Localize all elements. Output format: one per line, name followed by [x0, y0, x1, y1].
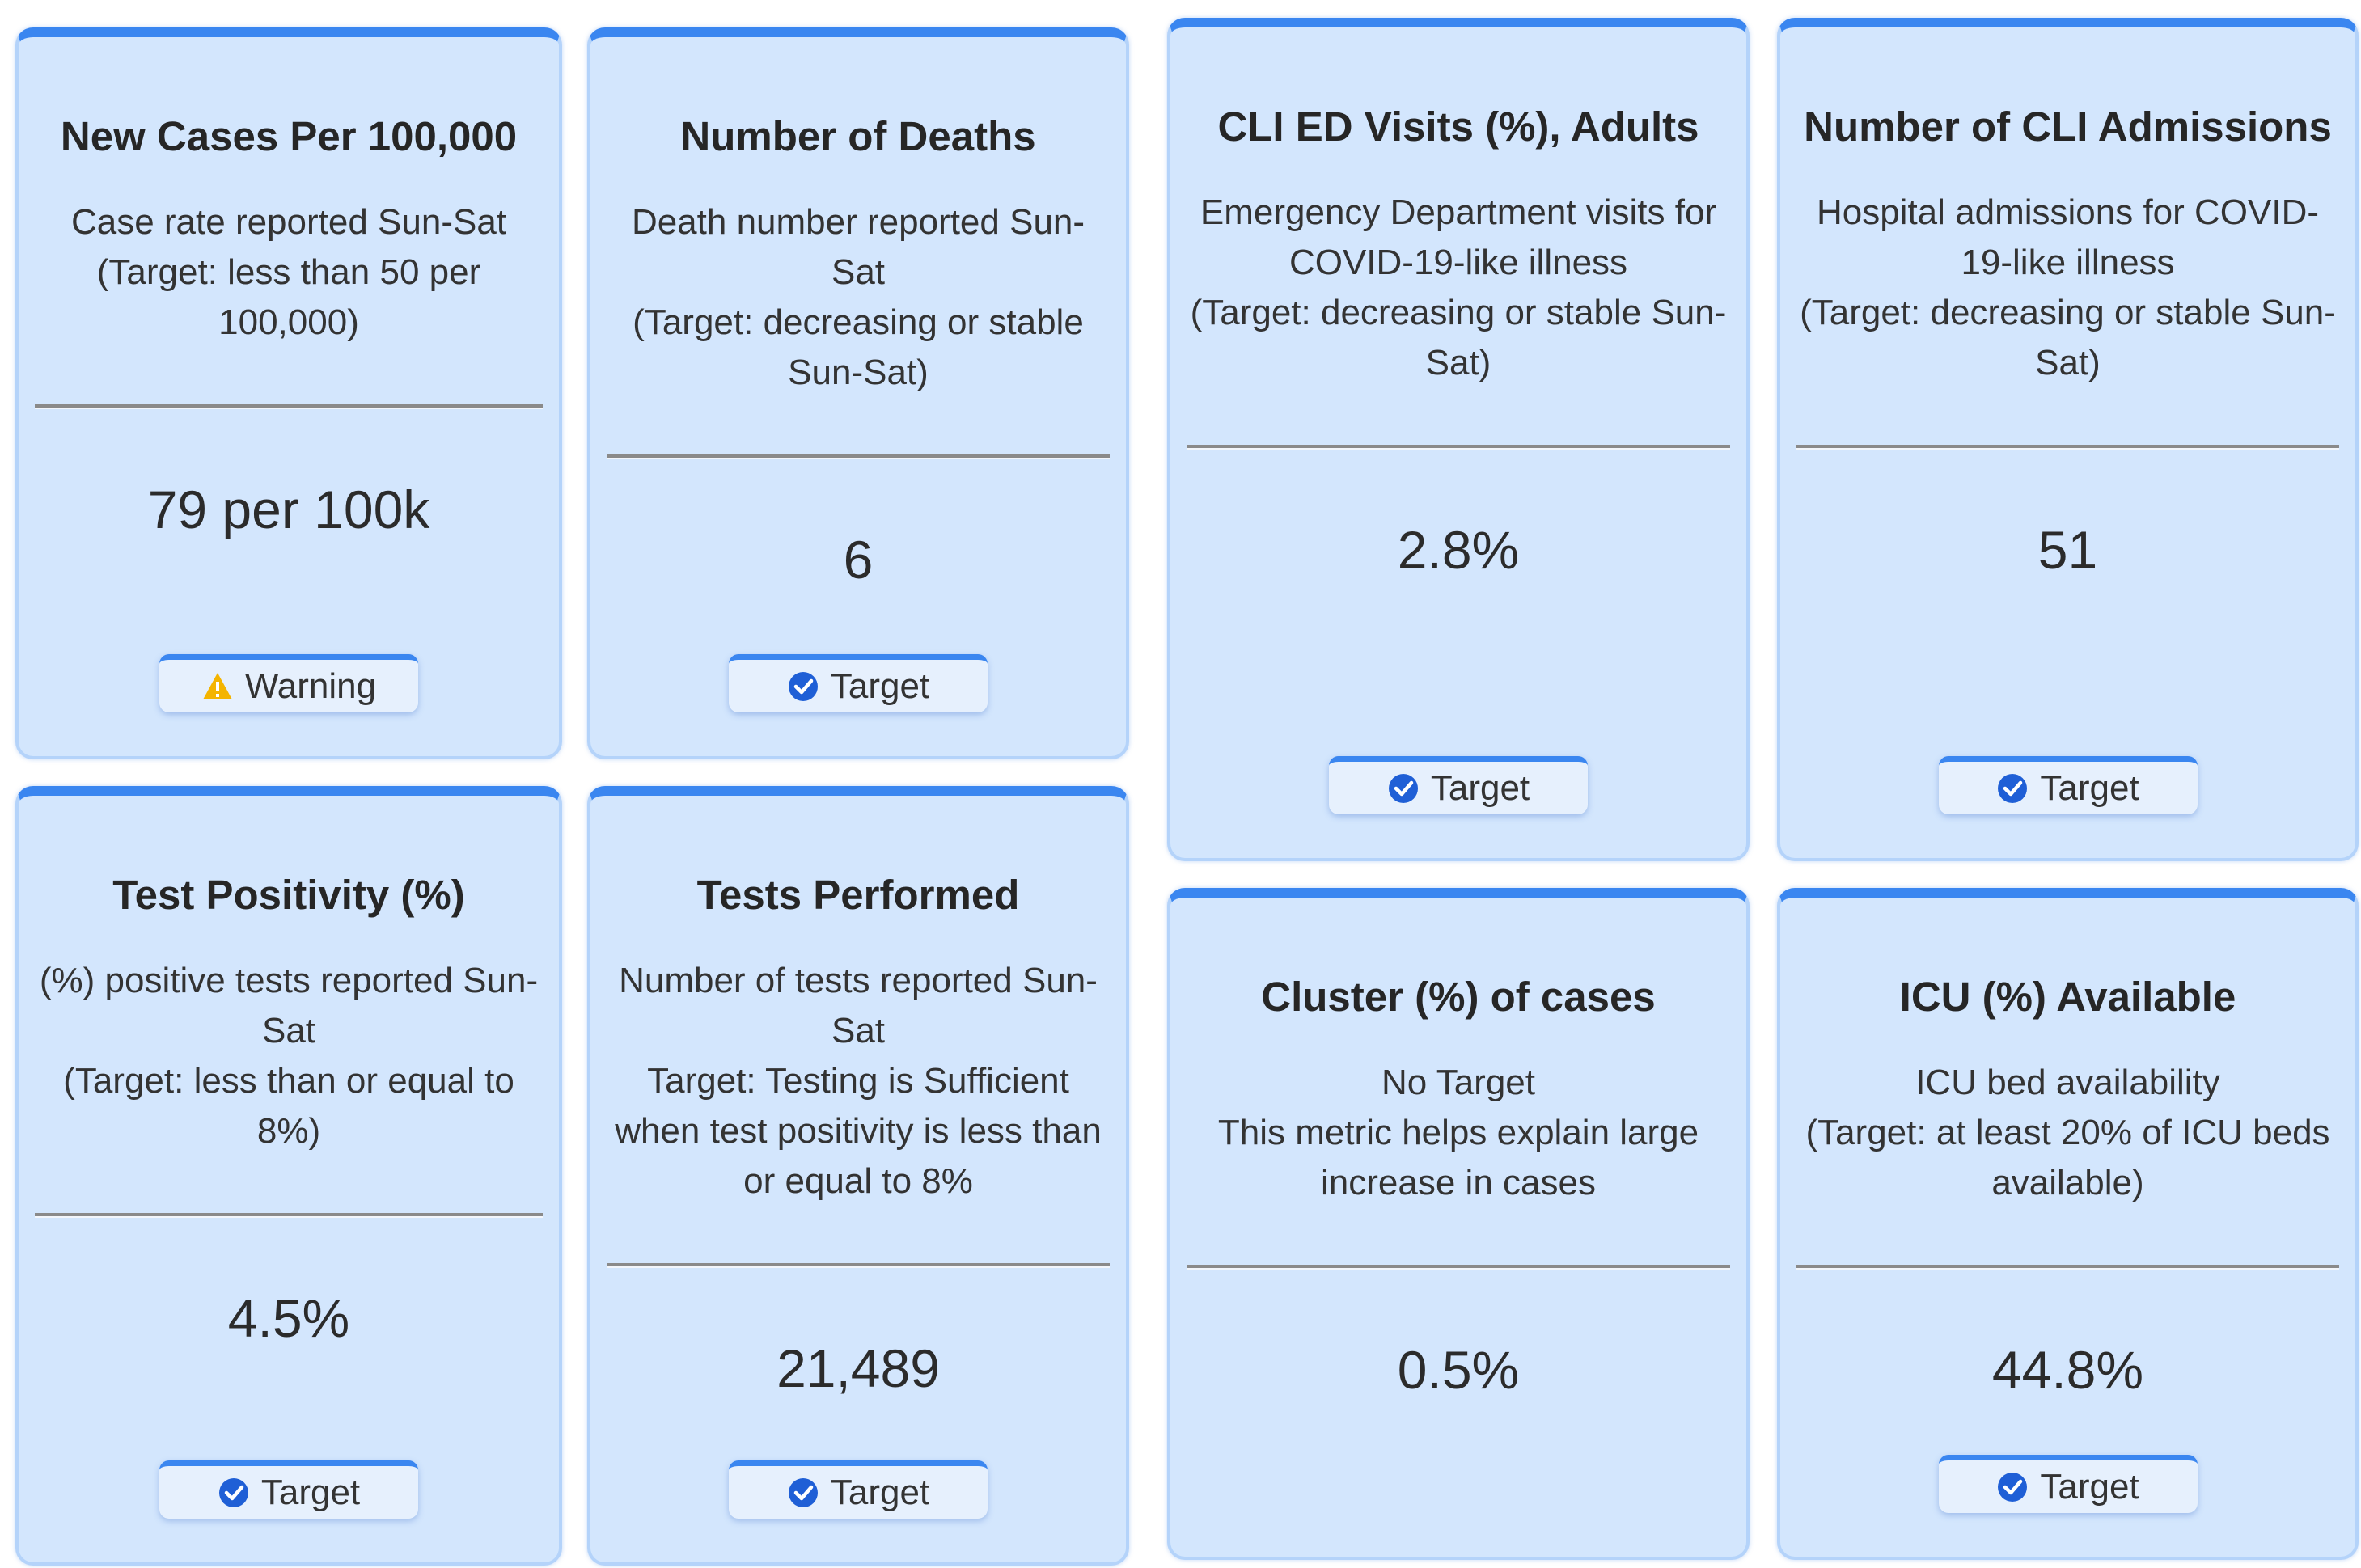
card-title: Tests Performed [696, 872, 1020, 918]
description-line: ICU bed availability [1915, 1063, 2220, 1102]
status-badge: Target [729, 654, 988, 712]
metric-value: 0.5% [1397, 1340, 1520, 1400]
metric-card: Test Positivity (%) (%) positive tests re… [15, 786, 562, 1566]
card-description: No Target This metric helps explain large… [1187, 1058, 1730, 1208]
description-line: (Target: decreasing or stable Sun-Sat) [1800, 293, 2336, 382]
card-description: Emergency Department visits for COVID-19… [1187, 188, 1730, 388]
divider [35, 404, 543, 409]
metric-card: CLI ED Visits (%), Adults Emergency Depar… [1167, 18, 1750, 861]
metric-card: Number of Deaths Death number reported Su… [587, 27, 1129, 759]
metric-value: 2.8% [1397, 520, 1520, 580]
divider [1187, 445, 1730, 450]
metric-value: 6 [843, 530, 874, 590]
status-badge: Target [1938, 1455, 2198, 1513]
description-line: (Target: less than 50 per 100,000) [96, 252, 481, 342]
status-label: Target [2040, 767, 2139, 808]
check-icon [1998, 773, 2028, 803]
description-line: Target: Testing is Sufficient when test … [615, 1061, 1102, 1201]
metric-card: Tests Performed Number of tests reported … [587, 786, 1129, 1566]
metric-card: ICU (%) Available ICU bed availability (Ta… [1777, 888, 2359, 1560]
description-line: This metric helps explain large increase… [1217, 1113, 1699, 1202]
status-label: Target [2040, 1466, 2139, 1507]
metric-value: 21,489 [776, 1338, 940, 1398]
divider [1796, 445, 2339, 450]
status-label: Target [1430, 767, 1530, 808]
card-description: Hospital admissions for COVID-19-like il… [1796, 188, 2339, 388]
card-title: Test Positivity (%) [112, 872, 465, 918]
divider [1796, 1265, 2339, 1270]
card-description: Death number reported Sun-Sat (Target: de… [607, 197, 1110, 398]
status-badge: Target [1329, 756, 1588, 814]
status-badge: Warning [159, 654, 418, 712]
card-description: (%) positive tests reported Sun-Sat (Targ… [35, 956, 543, 1156]
metric-value: 4.5% [227, 1288, 350, 1348]
warning-icon [202, 672, 232, 699]
description-line: (Target: decreasing or stable Sun-Sat) [1190, 293, 1727, 382]
check-icon [788, 1477, 818, 1507]
check-icon [218, 1477, 248, 1507]
metric-value: 79 per 100k [147, 480, 430, 539]
description-line: No Target [1381, 1063, 1535, 1102]
card-title: Number of Deaths [680, 113, 1036, 159]
metric-card: New Cases Per 100,000 Case rate reported … [15, 27, 562, 759]
card-title: ICU (%) Available [1899, 974, 2236, 1020]
description-line: Emergency Department visits for COVID-19… [1200, 192, 1717, 282]
divider [607, 1263, 1110, 1268]
card-title: Number of CLI Admissions [1804, 104, 2332, 150]
card-title: New Cases Per 100,000 [60, 113, 518, 159]
card-title: CLI ED Visits (%), Adults [1217, 104, 1699, 150]
status-label: Target [830, 666, 930, 706]
check-icon [1388, 773, 1418, 803]
divider [1187, 1265, 1730, 1270]
card-description: Case rate reported Sun-Sat (Target: less … [35, 197, 543, 348]
check-icon [1998, 1472, 2028, 1502]
divider [607, 454, 1110, 459]
description-line: Death number reported Sun-Sat [631, 202, 1085, 292]
check-icon [788, 671, 818, 701]
status-label: Target [260, 1472, 361, 1512]
metric-value: 51 [2037, 520, 2098, 580]
card-description: ICU bed availability (Target: at least 20… [1796, 1058, 2339, 1208]
metric-card: Cluster (%) of cases No Target This metric… [1167, 888, 1750, 1560]
description-line: (Target: decreasing or stable Sun-Sat) [633, 302, 1084, 392]
metric-value: 44.8% [1991, 1340, 2144, 1400]
description-line: Case rate reported Sun-Sat [70, 202, 507, 242]
description-line: Hospital admissions for COVID-19-like il… [1816, 192, 2320, 282]
status-label: Target [830, 1472, 930, 1512]
description-line: (Target: at least 20% of ICU beds availa… [1805, 1113, 2330, 1202]
status-badge: Target [729, 1460, 988, 1519]
divider [35, 1213, 543, 1218]
description-line: (%) positive tests reported Sun-Sat [39, 961, 539, 1050]
status-label: Warning [244, 666, 377, 706]
description-line: (Target: less than or equal to 8%) [63, 1061, 514, 1151]
description-line: Number of tests reported Sun-Sat [619, 961, 1098, 1050]
status-badge: Target [159, 1460, 418, 1519]
metric-card: Number of CLI Admissions Hospital admissi… [1777, 18, 2359, 861]
status-badge: Target [1938, 756, 2198, 814]
card-description: Number of tests reported Sun-Sat Target: … [607, 956, 1110, 1207]
card-title: Cluster (%) of cases [1261, 974, 1656, 1020]
